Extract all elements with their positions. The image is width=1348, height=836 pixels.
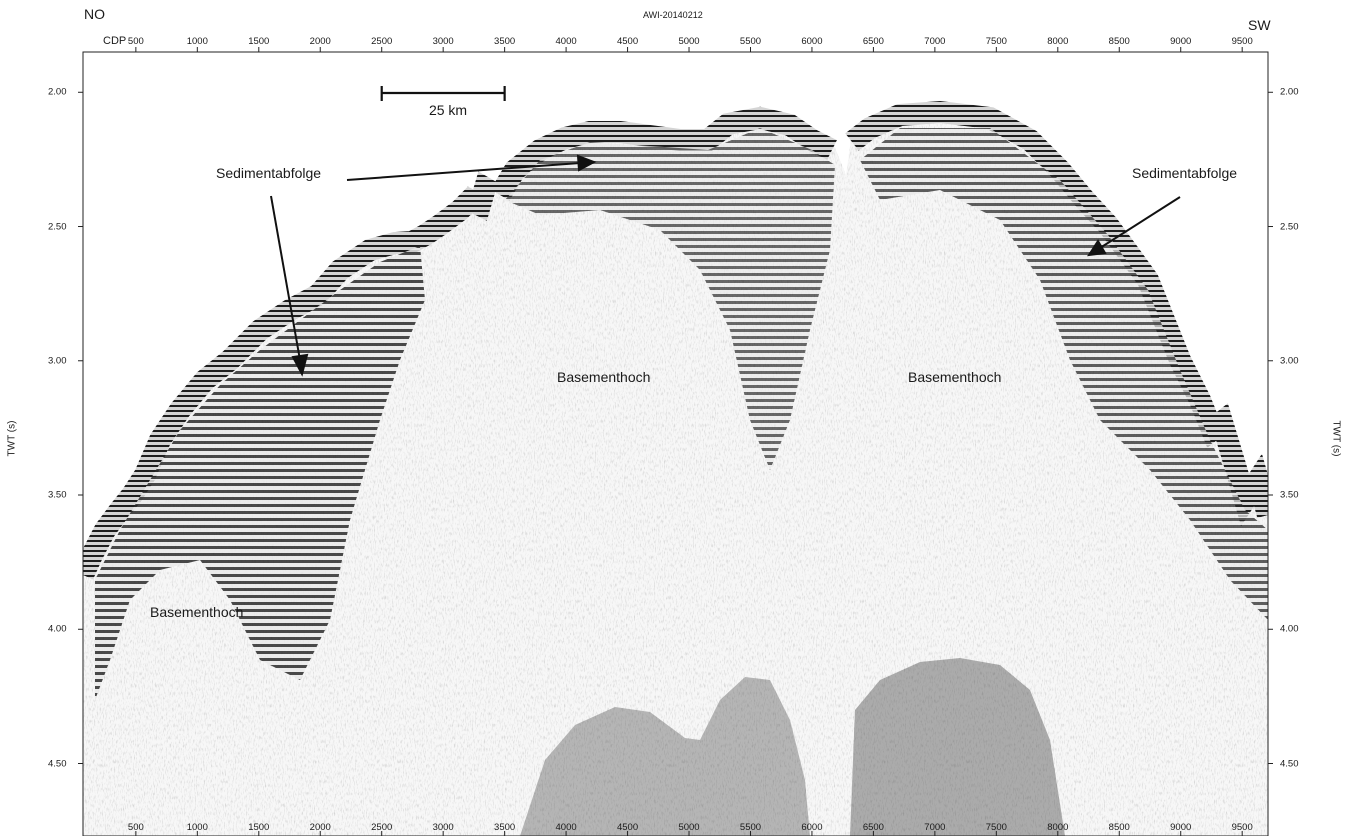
x-tick-label-bottom: 4500 — [616, 822, 639, 833]
x-tick-label-top: 4500 — [616, 36, 639, 47]
x-tick-label-top: 3500 — [494, 36, 516, 47]
sediment-layers-right — [860, 128, 1268, 620]
y-tick-label-right: 2.50 — [1280, 221, 1299, 233]
plot-frame — [82, 51, 1269, 836]
arrow-sed-right — [1099, 196, 1181, 249]
x-tick-label-bottom: 8500 — [1108, 822, 1130, 833]
x-tick-label-bottom: 1000 — [186, 822, 208, 833]
x-tick-label-bottom: 9000 — [1170, 822, 1192, 833]
annotation-sediment-right: Sedimentabfolge — [1132, 165, 1238, 181]
arrow-sed-left-to-center — [346, 162, 581, 181]
x-tick-label-bottom: 2500 — [371, 822, 393, 833]
arrowhead — [576, 154, 597, 172]
x-tick-label-top: 1000 — [186, 36, 208, 47]
x-tick-label-top: 6000 — [801, 36, 823, 47]
annotation-sediment-left: Sedimentabfolge — [216, 165, 322, 181]
scale-bar — [380, 86, 506, 101]
seafloor-reflector — [83, 100, 1268, 580]
direction-label-sw: SW — [1248, 17, 1271, 33]
x-tick-label-bottom: 6500 — [862, 822, 884, 833]
y-axis-title-right: TWT (s) — [1330, 420, 1342, 457]
x-tick-label-bottom: 500 — [127, 822, 144, 833]
basement-multiple-right — [850, 658, 1065, 836]
x-tick-label-bottom: 1500 — [248, 822, 270, 833]
y-tick-label-left: 4.00 — [48, 623, 67, 635]
x-tick-label-top: 7500 — [985, 36, 1007, 47]
x-tick-label-bottom: 5000 — [678, 822, 700, 833]
x-tick-label-top: 6500 — [862, 36, 884, 47]
cdp-axis-label: CDP — [103, 35, 127, 47]
x-tick-label-top: 9000 — [1170, 36, 1192, 47]
annotation-basement-left: Basementhoch — [150, 604, 244, 620]
x-tick-label-top: 500 — [127, 36, 144, 47]
y-tick-label-right: 4.00 — [1280, 623, 1299, 635]
x-tick-label-top: 8000 — [1047, 36, 1069, 47]
x-tick-label-top: 5000 — [678, 36, 700, 47]
profile-id: AWI-20140212 — [643, 10, 703, 20]
y-tick-label-right: 3.00 — [1280, 355, 1299, 367]
annotation-basement-center: Basementhoch — [557, 369, 651, 385]
x-tick-label-top: 8500 — [1108, 36, 1130, 47]
basement-multiple-left — [520, 677, 810, 836]
x-tick-label-bottom: 4000 — [555, 822, 577, 833]
arrowhead — [291, 353, 309, 377]
sediment-layers-center — [505, 128, 835, 470]
sediment-layers-left — [95, 246, 425, 700]
x-tick-label-bottom: 7000 — [924, 822, 946, 833]
x-tick-label-bottom: 3500 — [494, 822, 516, 833]
scale-bar-label: 25 km — [428, 102, 468, 118]
x-tick-label-bottom: 8000 — [1047, 822, 1069, 833]
x-tick-label-bottom: 5500 — [739, 822, 762, 833]
y-tick-label-left: 4.50 — [48, 758, 67, 769]
y-tick-label-right: 2.00 — [1280, 86, 1299, 98]
y-axis-title-left: TWT (s) — [6, 420, 18, 457]
y-tick-label-left: 3.00 — [48, 355, 67, 367]
x-tick-label-top: 4000 — [555, 36, 577, 47]
water-column — [83, 52, 1268, 565]
x-tick-label-bottom: 9500 — [1231, 822, 1253, 833]
x-tick-label-top: 7000 — [924, 36, 946, 47]
x-tick-label-top: 1500 — [248, 36, 270, 47]
annotation-basement-right: Basementhoch — [908, 369, 1002, 385]
x-tick-label-top: 5500 — [739, 36, 762, 47]
x-tick-label-bottom: 3000 — [432, 822, 454, 833]
x-tick-label-bottom: 7500 — [985, 822, 1007, 833]
x-tick-label-top: 2000 — [309, 36, 331, 47]
annotation-arrows — [270, 154, 1181, 377]
y-tick-label-left: 2.50 — [48, 221, 67, 233]
direction-label-ne: NO — [84, 6, 105, 22]
arrow-sed-left-to-left — [270, 195, 301, 361]
y-tick-label-right: 3.50 — [1280, 489, 1299, 501]
x-tick-label-bottom: 2000 — [309, 822, 331, 833]
arrowhead — [1087, 239, 1107, 257]
x-tick-label-bottom: 6000 — [801, 822, 823, 833]
y-tick-label-left: 2.00 — [48, 86, 67, 98]
x-tick-label-top: 9500 — [1231, 36, 1253, 47]
y-tick-label-left: 3.50 — [48, 489, 67, 501]
y-tick-label-right: 4.50 — [1280, 758, 1299, 769]
axis-ticks — [78, 47, 1273, 836]
x-tick-label-top: 3000 — [432, 36, 454, 47]
x-tick-label-top: 2500 — [371, 36, 393, 47]
